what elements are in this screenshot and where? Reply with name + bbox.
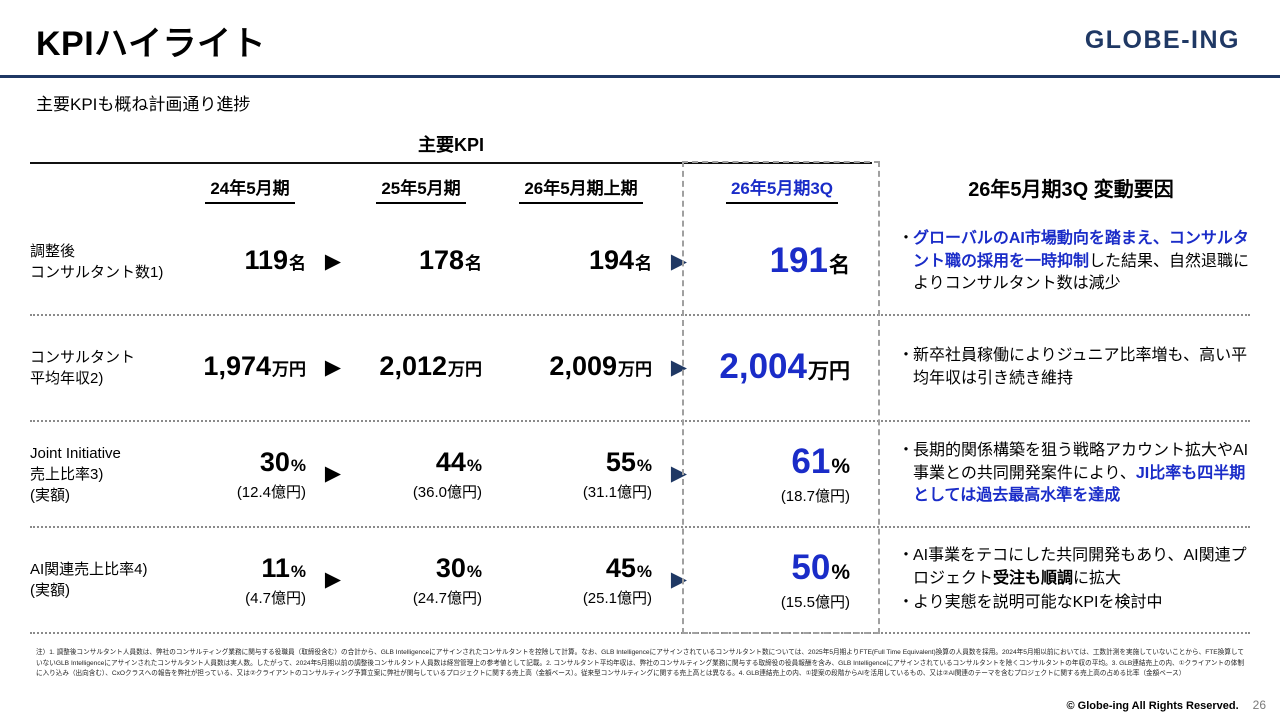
column-header-fy24: 24年5月期 xyxy=(205,174,295,204)
change-factor-note: グローバルのAI市場動向を踏まえ、コンサルタント職の採用を一時抑制した結果、自然… xyxy=(898,228,1250,296)
slide-footer: © Globe-ing All Rights Reserved. 26 xyxy=(1067,698,1266,712)
kpi-value-fy26-q3: 191名 xyxy=(769,240,850,280)
footnote: 注）1. 調整後コンサルタント人員数は、弊社のコンサルティング業務に関与する役職… xyxy=(36,649,1244,678)
arrow-right-icon: ▶ xyxy=(324,568,342,591)
kpi-label: Joint Initiative 売上比率3) (実額) xyxy=(30,444,121,504)
kpi-value-fy24: 119名 xyxy=(244,245,306,275)
kpi-value-fy25: 178名 xyxy=(418,245,482,275)
kpi-value-fy26-q3: 50% (15.5億円) xyxy=(780,548,850,611)
change-factor-notes: AI事業をテコにした共同開発もあり、AI関連プロジェクト受注も順調に拡大 より実… xyxy=(872,537,1250,623)
page-number: 26 xyxy=(1252,698,1266,712)
kpi-row-joint-initiative-ratio: Joint Initiative 売上比率3) (実額) 30% (12.4億円… xyxy=(30,422,1250,528)
kpi-value-fy24: 11% (4.7億円) xyxy=(245,552,306,607)
kpi-value-fy24: 30% (12.4億円) xyxy=(236,446,306,501)
change-factor-notes: 長期的関係構築を狙う戦略アカウント拡大やAI事業との共同開発案件により、JI比率… xyxy=(872,432,1250,516)
kpi-label: コンサルタント 平均年収2) xyxy=(30,349,136,387)
kpi-row-ai-revenue-ratio: AI関連売上比率4) (実額) 11% (4.7億円) ▶ 30% (24.7億… xyxy=(30,528,1250,634)
kpi-row-consultant-count: 調整後 コンサルタント数1) 119名 ▶ 178名 194名 ▶ 191名 xyxy=(30,210,1250,316)
arrow-right-icon: ▶ xyxy=(670,462,688,485)
copyright: © Globe-ing All Rights Reserved. xyxy=(1066,700,1239,712)
column-header-fy26-q3: 26年5月期3Q xyxy=(725,174,839,204)
kpi-value-fy25: 2,012万円 xyxy=(379,351,482,381)
slide-header: KPIハイライト GLOBE-ING xyxy=(0,0,1280,75)
header-divider xyxy=(0,75,1280,78)
page-title: KPIハイライト xyxy=(36,25,266,63)
arrow-right-icon: ▶ xyxy=(324,250,342,273)
kpi-value-fy25: 30% (24.7億円) xyxy=(412,552,482,607)
kpi-value-fy24: 1,974万円 xyxy=(203,351,306,381)
kpi-value-fy26-h1: 55% (31.1億円) xyxy=(582,446,652,501)
kpi-value-fy26-h1: 194名 xyxy=(588,245,652,275)
company-logo: GLOBE-ING xyxy=(1084,26,1240,54)
arrow-right-icon: ▶ xyxy=(670,568,688,591)
kpi-label: 調整後 コンサルタント数1) xyxy=(30,243,164,281)
column-header-fy26-h1: 26年5月期上期 xyxy=(519,174,643,204)
kpi-row-average-salary: コンサルタント 平均年収2) 1,974万円 ▶ 2,012万円 2,009万円… xyxy=(30,316,1250,422)
arrow-right-icon: ▶ xyxy=(324,462,342,485)
change-factor-notes: 新卒社員稼働によりジュニア比率増も、高い平均年収は引き続き維持 xyxy=(872,337,1250,398)
arrow-right-icon: ▶ xyxy=(670,250,688,273)
kpi-value-fy26-q3: 2,004万円 xyxy=(719,346,850,386)
change-factor-note: 長期的関係構築を狙う戦略アカウント拡大やAI事業との共同開発案件により、JI比率… xyxy=(898,440,1250,508)
change-factor-notes: グローバルのAI市場動向を踏まえ、コンサルタント職の採用を一時抑制した結果、自然… xyxy=(872,220,1250,304)
kpi-label: AI関連売上比率4) (実額) xyxy=(30,561,148,599)
table-group-header: 主要KPI xyxy=(30,131,872,164)
kpi-value-fy26-h1: 45% (25.1億円) xyxy=(582,552,652,607)
arrow-right-icon: ▶ xyxy=(670,356,688,379)
slide-subtitle: 主要KPIも概ね計画通り進捗 xyxy=(36,95,251,114)
kpi-value-fy26-h1: 2,009万円 xyxy=(549,351,652,381)
change-factor-note: AI事業をテコにした共同開発もあり、AI関連プロジェクト受注も順調に拡大 xyxy=(898,545,1250,590)
table-column-header-row: 24年5月期 25年5月期 26年5月期上期 26年5月期3Q 26年5月期3Q… xyxy=(30,164,1250,210)
slide-kpi-highlights: KPIハイライト GLOBE-ING 主要KPIも概ね計画通り進捗 主要KPI … xyxy=(0,0,1280,680)
change-factor-note: より実態を説明可能なKPIを検討中 xyxy=(898,592,1250,615)
kpi-value-fy25: 44% (36.0億円) xyxy=(412,446,482,501)
column-header-fy25: 25年5月期 xyxy=(376,174,466,204)
kpi-table: 主要KPI 24年5月期 25年5月期 26年5月期上期 26年5月期3Q 26… xyxy=(30,131,1250,634)
kpi-value-fy26-q3: 61% (18.7億円) xyxy=(780,442,850,505)
arrow-right-icon: ▶ xyxy=(324,356,342,379)
change-factor-note: 新卒社員稼働によりジュニア比率増も、高い平均年収は引き続き維持 xyxy=(898,345,1250,390)
table-group-header-row: 主要KPI xyxy=(30,131,1250,164)
factor-column-header: 26年5月期3Q 変動要因 xyxy=(968,179,1174,201)
